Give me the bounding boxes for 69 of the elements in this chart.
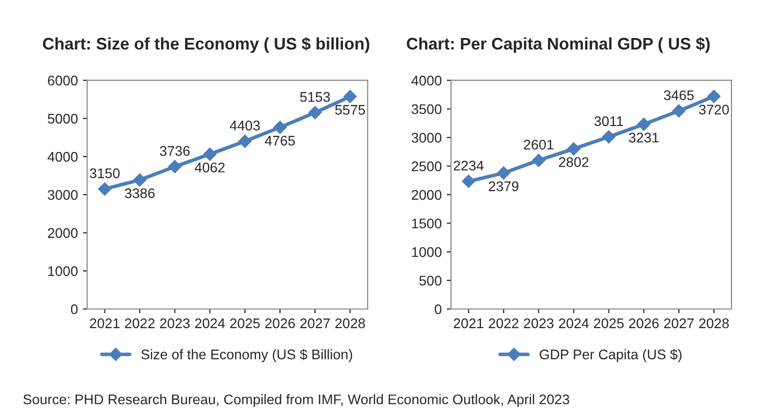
point [133, 173, 146, 187]
x-tick-label: 2021 [454, 318, 484, 328]
data-label: 3011 [594, 116, 624, 126]
y-tick-label: 3500 [412, 104, 442, 114]
point [567, 142, 580, 156]
point [637, 118, 650, 131]
y-tick-label: 3000 [48, 190, 78, 200]
x-tick-label: 2022 [125, 318, 155, 328]
x-tick-label: 2023 [524, 318, 554, 328]
point [462, 174, 476, 188]
x-tick-label: 2028 [335, 318, 365, 328]
data-label: 5575 [335, 105, 365, 115]
data-label: 3150 [90, 168, 120, 178]
y-tick-label: 1000 [412, 247, 442, 258]
y-tick-label: 500 [419, 276, 442, 286]
x-tick-label: 2027 [664, 318, 694, 328]
data-label: 2379 [488, 181, 518, 192]
legend-label: Size of the Economy (US $ Billion) [141, 348, 352, 362]
data-label: 2601 [524, 140, 554, 150]
data-label: 2802 [558, 157, 588, 168]
chart-title: Chart: Per Capita Nominal GDP ( US $) [406, 37, 710, 53]
y-tick-label: 4000 [48, 152, 78, 162]
y-tick-label: 2000 [412, 190, 442, 200]
x-tick-label: 2026 [629, 318, 659, 328]
point [672, 104, 686, 118]
y-tick-label: 2000 [48, 228, 78, 238]
point [344, 90, 357, 104]
x-tick-label: 2025 [594, 318, 624, 328]
point [98, 182, 112, 196]
y-tick-label: 6000 [48, 76, 78, 86]
data-label: 3231 [628, 132, 659, 143]
x-tick-label: 2022 [488, 318, 518, 328]
data-label: 4403 [230, 120, 260, 130]
y-tick-label: 0 [434, 304, 442, 314]
y-tick-label: 4000 [411, 76, 442, 86]
x-tick-label: 2027 [300, 318, 330, 328]
y-tick-label: 2500 [412, 161, 442, 172]
data-label: 3465 [664, 90, 694, 100]
point [707, 90, 721, 103]
source-note: Source: PHD Research Bureau, Compiled from IMF, World Economic Outlook, April 2023 [23, 394, 570, 408]
data-label: 3720 [699, 104, 729, 115]
point [203, 148, 216, 161]
x-tick-label: 2025 [230, 318, 260, 328]
x-tick-label: 2021 [90, 318, 120, 328]
point [273, 120, 287, 134]
x-tick-label: 2024 [558, 318, 589, 328]
legend-label: GDP Per Capita (US $) [540, 348, 682, 362]
data-label: 4062 [194, 162, 225, 172]
point [238, 134, 252, 148]
x-tick-label: 2028 [699, 318, 729, 328]
data-label: 5153 [300, 92, 330, 102]
point [602, 130, 616, 144]
x-tick-label: 2024 [195, 318, 225, 328]
y-tick-label: 0 [70, 304, 78, 314]
x-tick-label: 2023 [160, 318, 190, 328]
data-label: 3386 [124, 188, 155, 198]
data-label: 2234 [454, 160, 484, 171]
y-tick-label: 1500 [412, 218, 442, 228]
point [532, 154, 546, 167]
point [308, 106, 322, 120]
x-tick-label: 2026 [265, 318, 295, 328]
data-label: 3736 [160, 146, 190, 156]
point [168, 160, 182, 174]
chart-title: Chart: Size of the Economy ( US $ billion) [42, 37, 370, 53]
y-tick-label: 3000 [412, 132, 442, 143]
point [497, 166, 510, 180]
data-label: 4765 [264, 136, 295, 146]
y-tick-label: 5000 [48, 114, 78, 124]
y-tick-label: 1000 [48, 266, 78, 276]
